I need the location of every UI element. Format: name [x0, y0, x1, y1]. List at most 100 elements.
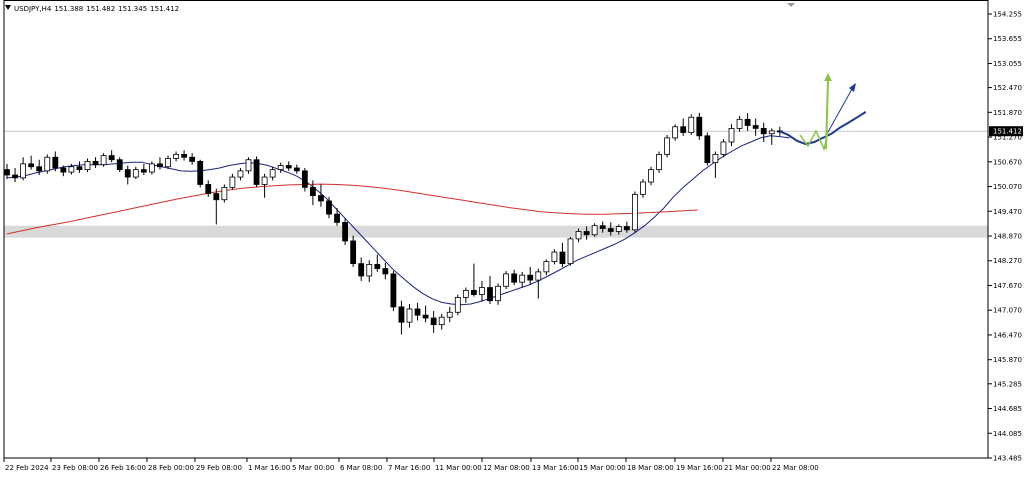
shift-marker-icon [787, 3, 795, 7]
candle-body [116, 159, 123, 171]
candle [277, 162, 284, 173]
candle [623, 221, 630, 233]
candle [76, 161, 83, 173]
candle [28, 155, 35, 170]
y-tick-label: 148.270 [993, 257, 1022, 265]
candle-body [575, 231, 582, 240]
candle-body [181, 153, 188, 158]
candle-body [567, 238, 574, 265]
candle-body [165, 158, 171, 168]
candle [712, 151, 719, 178]
candle-body [414, 308, 421, 316]
candle [132, 166, 139, 180]
candle [157, 157, 163, 170]
candle-body [261, 176, 268, 185]
candle-body [253, 159, 260, 185]
candle [358, 257, 365, 281]
x-tick-label: 23 Feb 08:00 [52, 464, 98, 472]
candle-body [398, 306, 405, 323]
candle-body [237, 170, 244, 178]
candle [599, 221, 606, 233]
candle [20, 157, 27, 181]
candle-body [615, 226, 622, 232]
candle-body [36, 166, 43, 172]
candle [438, 313, 445, 330]
x-tick-label: 11 Mar 00:00 [435, 464, 482, 472]
candle-body [462, 290, 469, 298]
candle-body [599, 225, 606, 229]
candle [60, 165, 67, 177]
candle [567, 236, 574, 266]
y-tick-label: 149.470 [993, 208, 1022, 216]
candle-body [350, 240, 357, 265]
candle [366, 260, 373, 283]
candle-body [446, 311, 453, 318]
candle-body [712, 153, 719, 164]
candle [760, 122, 767, 143]
candle [173, 151, 179, 162]
candle [656, 151, 662, 173]
candle-body [309, 186, 316, 196]
candle-body [470, 290, 477, 295]
candle-body [84, 160, 91, 171]
dropdown-triangle-icon[interactable] [5, 5, 11, 10]
y-tick-label: 154.255 [993, 11, 1022, 19]
y-tick-label: 151.270 [993, 134, 1022, 142]
y-tick-label: 147.070 [993, 307, 1022, 315]
plot-frame [3, 0, 989, 459]
candle-body [519, 274, 526, 283]
candle [728, 124, 735, 147]
candle-body [390, 273, 397, 308]
candle-body [382, 268, 389, 275]
candle-body [157, 163, 163, 168]
candle [736, 116, 743, 132]
candle [44, 154, 51, 174]
candle-body [696, 116, 703, 137]
candle [688, 114, 695, 135]
candle-body [720, 141, 727, 155]
candle-body [189, 156, 196, 162]
y-tick-label: 146.470 [993, 331, 1022, 339]
candle [535, 268, 542, 299]
candle [318, 184, 324, 207]
slow-moving-average [6, 183, 698, 235]
candle [269, 166, 276, 181]
x-tick-label: 15 Mar 00:00 [579, 464, 626, 472]
candle-body [768, 130, 775, 135]
y-tick-label: 144.685 [993, 405, 1022, 413]
projection-path [779, 111, 867, 146]
candle-body [704, 135, 711, 164]
y-tick-label: 144.085 [993, 430, 1022, 438]
candle-body [229, 176, 236, 188]
candle [479, 280, 485, 302]
candle-body [664, 137, 670, 155]
candle [181, 150, 188, 161]
x-tick-label: 21 Mar 00:00 [724, 464, 771, 472]
candle [84, 158, 91, 173]
candle [414, 302, 421, 321]
axes-layer: 154.255 153.655 153.055 152.470 151.870 151.2… [3, 0, 1023, 472]
support-zone-layer [4, 225, 988, 238]
candle-body [551, 251, 558, 262]
candle [495, 283, 501, 305]
candle-body [221, 186, 228, 201]
candle [696, 112, 703, 140]
candle-body [688, 116, 695, 133]
x-tick-label: 12 Mar 08:00 [483, 464, 530, 472]
candle [607, 222, 614, 236]
close-value: 151.412 [150, 5, 180, 13]
y-tick-label: 150.070 [993, 183, 1022, 191]
candle [92, 157, 99, 168]
blue-arrow-head [849, 83, 856, 92]
candle [752, 118, 759, 136]
green-arrow-shaft [825, 79, 829, 150]
candle-body [744, 118, 751, 126]
candle-body [92, 160, 99, 166]
candle-body [245, 159, 252, 172]
candle [462, 287, 469, 303]
candle-body [132, 169, 139, 178]
candle-body [422, 314, 429, 319]
x-tick-label: 6 Mar 08:00 [340, 464, 382, 472]
candle-body [148, 163, 155, 173]
